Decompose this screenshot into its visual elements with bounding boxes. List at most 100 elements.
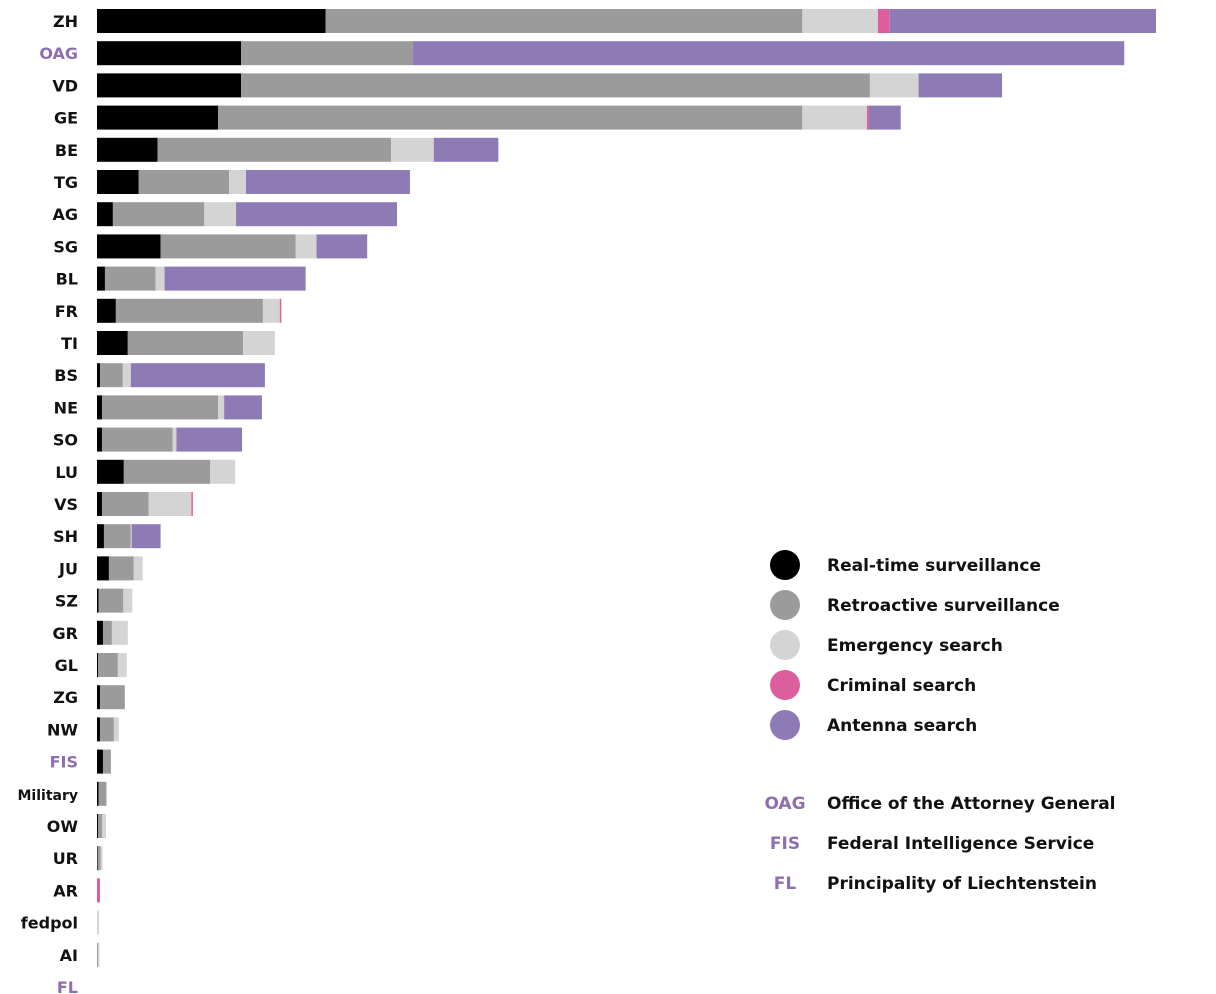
bar-zg-real-time-surveillance <box>97 685 100 710</box>
legend-label-retroactive-surveillance: Retroactive surveillance <box>827 596 1060 616</box>
bar-ne-antenna-search <box>224 395 262 420</box>
category-label-ge: GE <box>54 109 78 128</box>
bar-so-emergency-search <box>172 427 177 452</box>
bar-ow-real-time-surveillance <box>97 814 99 838</box>
category-label-tg: TG <box>54 173 78 192</box>
bar-ag-antenna-search <box>236 202 398 227</box>
category-label-gl: GL <box>55 656 78 675</box>
category-label-ti: TI <box>61 334 78 353</box>
bar-ow-retroactive-surveillance <box>97 814 102 838</box>
bar-fis-real-time-surveillance <box>97 749 103 774</box>
bar-sz-real-time-surveillance <box>97 588 99 613</box>
bar-fr-criminal-search <box>279 298 282 323</box>
bar-lu-retroactive-surveillance <box>123 459 211 484</box>
abbr-meaning-oag: Office of the Attorney General <box>827 794 1116 814</box>
bar-ow-emergency-search <box>101 814 106 838</box>
bar-gr-real-time-surveillance <box>97 620 103 645</box>
bar-be-emergency-search <box>391 137 434 162</box>
bar-bl-retroactive-surveillance <box>104 266 156 291</box>
legend: Real-time surveillance Retroactive survei… <box>770 550 1060 740</box>
bar-bs-antenna-search <box>130 363 265 388</box>
bar-bs-real-time-surveillance <box>97 363 100 388</box>
bar-fis-retroactive-surveillance <box>102 749 111 774</box>
bar-ju-emergency-search <box>133 556 143 581</box>
bar-ag-emergency-search <box>204 202 237 227</box>
category-label-bs: BS <box>54 366 78 385</box>
bar-vd-real-time-surveillance <box>97 73 242 98</box>
bar-sg-real-time-surveillance <box>97 234 161 259</box>
legend-swatch-real-time-surveillance <box>770 550 800 580</box>
bar-tg-emergency-search <box>229 170 247 194</box>
bar-vd-retroactive-surveillance <box>241 73 870 98</box>
bar-nw-retroactive-surveillance <box>99 717 114 742</box>
category-label-ag: AG <box>52 205 78 224</box>
bar-fedpol-emergency-search <box>97 910 99 935</box>
bar-ge-real-time-surveillance <box>97 105 219 130</box>
legend-swatch-antenna-search <box>770 710 800 740</box>
bar-gr-retroactive-surveillance <box>102 620 112 645</box>
legend-swatch-emergency-search <box>770 630 800 660</box>
bar-lu-emergency-search <box>210 459 236 484</box>
legend-label-criminal-search: Criminal search <box>827 676 976 696</box>
bar-zh-retroactive-surveillance <box>325 9 803 33</box>
bar-zg-retroactive-surveillance <box>99 685 125 710</box>
bar-ai-emergency-search <box>97 942 100 967</box>
bar-gl-emergency-search <box>117 653 127 677</box>
bar-sg-antenna-search <box>316 234 368 259</box>
bar-sh-antenna-search <box>131 524 161 549</box>
abbr-meaning-fis: Federal Intelligence Service <box>827 834 1094 854</box>
bar-ne-real-time-surveillance <box>97 395 102 420</box>
category-label-ow: OW <box>47 817 79 836</box>
bar-ur-retroactive-surveillance <box>97 846 101 871</box>
bar-ti-retroactive-surveillance <box>127 331 244 355</box>
bar-ag-retroactive-surveillance <box>112 202 205 227</box>
bar-ju-real-time-surveillance <box>97 556 109 581</box>
category-label-ar: AR <box>53 881 78 900</box>
bar-bl-emergency-search <box>155 266 165 291</box>
category-label-so: SO <box>53 431 78 450</box>
bar-be-retroactive-surveillance <box>157 137 392 162</box>
category-label-fr: FR <box>55 302 78 321</box>
bar-sh-emergency-search <box>130 524 133 549</box>
bar-tg-antenna-search <box>246 170 410 194</box>
category-label-fl: FL <box>57 978 78 994</box>
bar-bs-emergency-search <box>122 363 131 388</box>
legend-swatch-criminal-search <box>770 670 800 700</box>
bar-so-antenna-search <box>176 427 243 452</box>
bar-gl-real-time-surveillance <box>97 653 99 677</box>
bar-sg-emergency-search <box>295 234 317 259</box>
bar-fr-emergency-search <box>262 298 280 323</box>
category-label-vs: VS <box>54 495 78 514</box>
category-label-oag: OAG <box>39 44 78 63</box>
bar-bl-antenna-search <box>164 266 306 291</box>
category-label-bl: BL <box>56 270 78 289</box>
bar-vd-emergency-search <box>869 73 919 98</box>
category-label-nw: NW <box>47 720 78 739</box>
bar-sh-retroactive-surveillance <box>103 524 131 549</box>
bar-ti-real-time-surveillance <box>97 331 128 355</box>
category-label-vd: VD <box>52 76 78 95</box>
category-label-zg: ZG <box>53 688 78 707</box>
bar-fr-retroactive-surveillance <box>115 298 263 323</box>
bar-bl-real-time-surveillance <box>97 266 105 291</box>
bar-zh-antenna-search <box>889 9 1157 33</box>
bar-so-retroactive-surveillance <box>101 427 173 452</box>
bar-ge-emergency-search <box>802 105 867 130</box>
bar-sg-retroactive-surveillance <box>160 234 296 259</box>
bar-ag-real-time-surveillance <box>97 202 113 227</box>
bar-zh-real-time-surveillance <box>97 9 326 33</box>
abbreviation-key: OAG Office of the Attorney General FIS Fede… <box>764 794 1115 894</box>
category-label-ur: UR <box>53 849 78 868</box>
category-label-fis: FIS <box>50 753 78 772</box>
bar-ai-retroactive-surveillance <box>97 942 99 967</box>
abbr-meaning-fl: Principality of Liechtenstein <box>827 874 1097 894</box>
bar-gl-retroactive-surveillance <box>97 653 118 677</box>
legend-label-real-time-surveillance: Real-time surveillance <box>827 556 1041 576</box>
bar-oag-retroactive-surveillance <box>241 41 413 66</box>
legend-swatch-retroactive-surveillance <box>770 590 800 620</box>
category-label-zh: ZH <box>53 12 78 31</box>
bar-ne-emergency-search <box>218 395 225 420</box>
bar-oag-antenna-search <box>412 41 1125 66</box>
bar-ti-emergency-search <box>243 331 275 355</box>
